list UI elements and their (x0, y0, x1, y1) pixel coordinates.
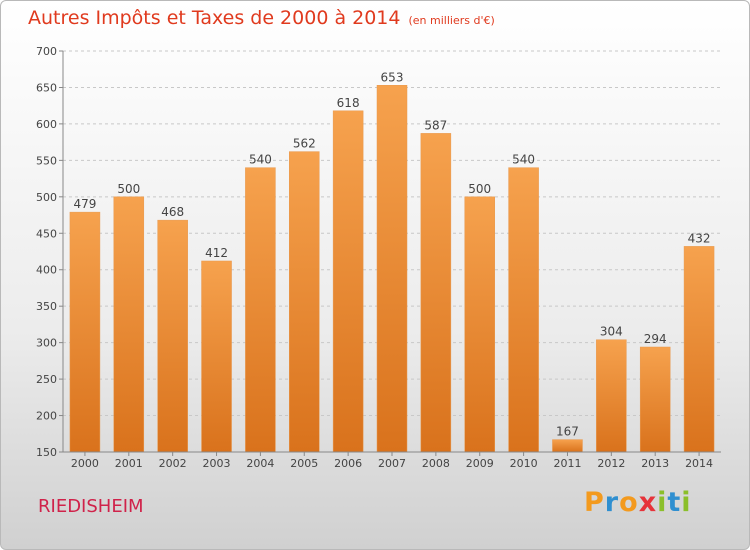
bar-value-label: 167 (556, 425, 579, 439)
bar-2002 (157, 219, 188, 453)
bar-value-label: 468 (161, 205, 184, 219)
bar-value-label: 562 (293, 137, 316, 151)
x-tick-label: 2012 (597, 457, 625, 470)
y-tick-label: 600 (36, 118, 57, 131)
bar-value-label: 500 (117, 182, 140, 196)
bar-value-label: 653 (381, 70, 404, 84)
y-tick-label: 350 (36, 300, 57, 313)
bar-value-label: 412 (205, 246, 228, 260)
x-tick-label: 2005 (290, 457, 318, 470)
y-tick-label: 400 (36, 264, 57, 277)
y-tick-label: 500 (36, 191, 57, 204)
x-tick-label: 2011 (553, 457, 581, 470)
bar-2009 (464, 196, 495, 453)
y-tick-label: 550 (36, 154, 57, 167)
x-tick-label: 2008 (422, 457, 450, 470)
bar-2013 (639, 346, 671, 453)
x-tick-label: 2007 (378, 457, 406, 470)
bar-value-label: 294 (644, 332, 667, 346)
y-tick-label: 650 (36, 81, 57, 94)
bar-2007 (376, 85, 408, 453)
x-axis-ticks: 2000 2001 2002 2003 2004 2005 2006 2007 2008 2009… (71, 452, 713, 470)
x-tick-label: 2013 (641, 457, 669, 470)
bar-2000 (69, 211, 101, 453)
bar-value-label: 304 (600, 325, 623, 339)
y-tick-label: 700 (36, 45, 57, 58)
y-tick-label: 200 (36, 410, 57, 423)
y-tick-label: 300 (36, 337, 57, 350)
bar-value-label: 618 (337, 96, 360, 110)
bar-2012 (596, 339, 627, 453)
bar-2001 (113, 196, 145, 453)
x-tick-label: 2006 (334, 457, 362, 470)
y-tick-label: 450 (36, 227, 57, 240)
bar-2014 (683, 246, 715, 453)
proxiti-logo: Proxiti (584, 487, 692, 518)
bar-2003 (201, 260, 232, 453)
chart-unit: (en milliers d'€) (408, 14, 495, 27)
x-tick-label: 2000 (71, 457, 99, 470)
bar-2010 (508, 167, 539, 453)
x-tick-label: 2003 (203, 457, 231, 470)
x-tick-label: 2010 (510, 457, 538, 470)
bar-value-label: 540 (249, 153, 272, 167)
bar-2006 (332, 110, 364, 453)
bar-2011 (552, 439, 583, 453)
y-tick-label: 250 (36, 373, 57, 386)
x-tick-label: 2001 (115, 457, 143, 470)
bar-value-label: 540 (512, 153, 535, 167)
x-tick-label: 2009 (466, 457, 494, 470)
bar-2005 (289, 151, 320, 453)
bar-value-label: 500 (468, 182, 491, 196)
bar-value-label: 587 (424, 118, 447, 132)
x-tick-label: 2014 (685, 457, 713, 470)
y-tick-label: 150 (36, 446, 57, 459)
chart-title-text: Autres Impôts et Taxes de 2000 à 2014 (28, 7, 401, 29)
x-tick-label: 2004 (246, 457, 274, 470)
city-name: RIEDISHEIM (38, 496, 144, 517)
bar-2008 (420, 133, 452, 453)
chart-title: Autres Impôts et Taxes de 2000 à 2014 (en… (28, 7, 495, 29)
bar-value-label: 479 (73, 197, 96, 211)
x-tick-label: 2002 (159, 457, 187, 470)
bar-2004 (245, 167, 276, 453)
bar-value-label: 432 (688, 231, 711, 245)
bars: 479 500 468 412 540 562 618 653 587 500 540 167 304 2… (69, 70, 715, 453)
y-axis-ticks: 150 200 250 300 350 400 450 500 550 600 650 700 (36, 45, 63, 459)
